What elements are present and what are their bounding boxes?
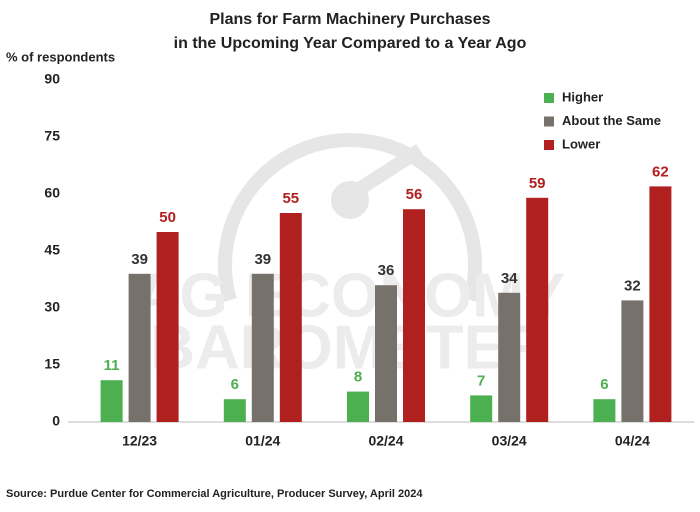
x-tick-label: 01/24 bbox=[245, 433, 280, 449]
legend-label: Lower bbox=[562, 136, 600, 151]
watermark-text: BAROMETER bbox=[150, 313, 550, 382]
watermark-gauge bbox=[218, 133, 482, 302]
bar bbox=[251, 273, 274, 422]
bar bbox=[375, 285, 397, 422]
bar bbox=[593, 399, 616, 422]
y-tick-label: 75 bbox=[44, 128, 60, 144]
bar bbox=[649, 186, 672, 422]
bar bbox=[526, 197, 549, 422]
value-label: 7 bbox=[477, 372, 485, 389]
bar bbox=[470, 395, 493, 422]
value-label: 8 bbox=[354, 369, 362, 386]
value-label: 50 bbox=[159, 209, 176, 226]
legend-swatch bbox=[544, 116, 554, 127]
x-tick-label: 12/23 bbox=[122, 433, 157, 449]
value-label: 32 bbox=[624, 277, 641, 294]
y-tick-label: 15 bbox=[44, 356, 60, 372]
source: Source: Purdue Center for Commercial Agr… bbox=[6, 488, 423, 500]
bar bbox=[279, 213, 302, 422]
bar bbox=[156, 232, 179, 422]
bar bbox=[100, 380, 123, 422]
value-label: 34 bbox=[501, 270, 518, 287]
value-label: 59 bbox=[529, 175, 546, 192]
y-tick-label: 0 bbox=[52, 413, 60, 429]
chart-title: in the Upcoming Year Compared to a Year … bbox=[174, 35, 527, 52]
x-tick-label: 04/24 bbox=[615, 433, 650, 449]
y-tick-label: 60 bbox=[44, 185, 60, 201]
value-label: 62 bbox=[652, 163, 669, 180]
legend-swatch bbox=[544, 140, 554, 150]
bar bbox=[403, 209, 425, 422]
value-label: 39 bbox=[131, 251, 148, 268]
y-tick-label: 30 bbox=[44, 299, 60, 315]
y-axis-label: % of respondents bbox=[6, 49, 115, 64]
bar bbox=[621, 300, 644, 422]
bar bbox=[223, 399, 246, 422]
value-label: 56 bbox=[406, 186, 423, 203]
value-label: 55 bbox=[282, 190, 299, 207]
value-label: 36 bbox=[378, 262, 395, 279]
x-tick-label: 02/24 bbox=[368, 433, 403, 449]
legend-swatch bbox=[544, 93, 554, 103]
x-tick-label: 03/24 bbox=[492, 433, 527, 449]
value-label: 6 bbox=[600, 376, 608, 393]
y-tick-label: 90 bbox=[44, 71, 60, 87]
legend-label: About the Same bbox=[562, 113, 661, 128]
watermark-text: AG ECONOMY bbox=[135, 261, 566, 330]
value-label: 11 bbox=[104, 357, 120, 374]
bar bbox=[128, 273, 151, 422]
bar bbox=[347, 391, 369, 422]
value-label: 6 bbox=[231, 376, 239, 393]
value-label: 39 bbox=[254, 251, 271, 268]
y-tick-label: 45 bbox=[44, 242, 60, 258]
bar bbox=[498, 292, 521, 422]
legend-label: Higher bbox=[562, 89, 603, 104]
chart-title: Plans for Farm Machinery Purchases bbox=[210, 11, 491, 28]
